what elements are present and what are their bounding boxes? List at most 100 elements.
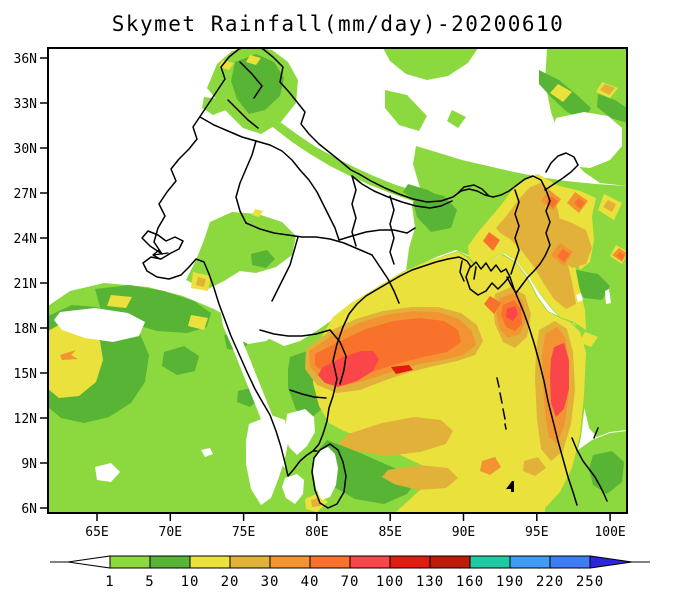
rain-region-c2 [597, 94, 627, 123]
boundary-line [351, 175, 357, 247]
rain-region-c2 [231, 54, 284, 114]
legend-swatch [309, 555, 351, 569]
lat-tick-label: 36N [14, 52, 37, 67]
boundary-line [351, 175, 453, 209]
boundary-line [465, 266, 510, 296]
boundary-line [271, 236, 299, 302]
lat-tick-label: 21N [14, 277, 37, 292]
rain-region-c2 [572, 270, 610, 300]
kutch-arrow-glyph [152, 249, 169, 260]
color-legend: 1 5 10 20 30 40 70 100 130 160 190 220 250 [50, 555, 650, 590]
rain-region-c7 [550, 343, 569, 417]
legend-swatch [429, 555, 471, 569]
boundary-line [259, 329, 331, 337]
boundary-line [499, 392, 503, 404]
rain-region-c3 [107, 295, 132, 308]
rain-region-c6 [484, 296, 501, 314]
rain-region-c4 [382, 465, 458, 490]
boundary-line [235, 140, 257, 224]
rain-region-c4 [338, 417, 453, 456]
rain-region-c6 [574, 198, 585, 209]
rain-region-c5 [480, 457, 501, 475]
rain-region-white [285, 409, 315, 455]
boundary-line [371, 254, 400, 304]
axes: 36N 33N 30N 27N 24N 21N 18N 15N 12N 9N 6N 65E 70E 75E… [14, 52, 626, 540]
lon-tick-label: 85E [378, 525, 401, 540]
rain-region-c7 [506, 306, 518, 321]
legend-value-label: 30 [261, 574, 280, 590]
lat-tick-label: 12N [14, 412, 37, 427]
rain-region-white [228, 294, 290, 344]
boundary-line [141, 230, 578, 506]
boundary-line [593, 427, 599, 439]
sea-orange-arrow-glyph [60, 350, 78, 360]
rain-region-c4 [496, 183, 576, 309]
lat-tick-label: 30N [14, 142, 37, 157]
rain-region-c8 [391, 365, 413, 374]
boundary-line [544, 152, 579, 191]
rain-region-white [282, 474, 304, 504]
rain-region-c6 [483, 232, 500, 251]
rain-region-c7 [318, 351, 379, 387]
boundary-line [502, 408, 506, 420]
rain-region-c4 [196, 277, 206, 287]
rain-region-c2 [162, 346, 199, 375]
legend-value-label: 20 [221, 574, 240, 590]
boundary-line [459, 260, 465, 282]
rain-region-white [201, 448, 213, 457]
lat-tick-label: 15N [14, 367, 37, 382]
legend-swatch [229, 555, 271, 569]
rain-region-white [605, 289, 611, 304]
legend-swatch [469, 555, 511, 569]
rain-region-c4 [603, 200, 616, 212]
lon-tick-label: 65E [85, 525, 108, 540]
legend-value-label: 100 [376, 574, 404, 590]
legend-value-label: 190 [496, 574, 524, 590]
lat-tick-label: 24N [14, 232, 37, 247]
rain-region-c1 [447, 110, 466, 128]
lon-tick-label: 90E [452, 525, 475, 540]
legend-swatch [349, 555, 391, 569]
legend-value-label: 130 [416, 574, 444, 590]
legend-under-arrow [67, 555, 111, 569]
rain-region-white [54, 308, 145, 342]
legend-swatch [549, 555, 591, 569]
rainfall-fill-regions [48, 48, 627, 513]
boundary-line [227, 99, 259, 129]
lon-tick-label: 100E [594, 525, 625, 540]
legend-value-label: 160 [456, 574, 484, 590]
boundary-line [311, 443, 347, 509]
boundary-line [338, 227, 416, 241]
rain-region-c6 [616, 252, 625, 260]
legend-value-label: 5 [145, 574, 154, 590]
boundary-line [245, 222, 373, 256]
lat-tick-label: 9N [21, 457, 37, 472]
nicobar-island-glyph [506, 481, 514, 492]
boundary-line [457, 184, 489, 196]
rain-region-c3 [48, 321, 103, 398]
lon-tick-label: 80E [305, 525, 328, 540]
lon-tick-label: 75E [232, 525, 255, 540]
legend-value-label: 220 [536, 574, 564, 590]
rain-region-white [576, 293, 583, 302]
rain-region-white [313, 447, 338, 500]
rain-region-c4 [523, 457, 546, 476]
rain-region-c2 [317, 440, 418, 504]
boundary-line [239, 61, 263, 99]
rain-region-c4 [600, 84, 615, 95]
legend-swatch [149, 555, 191, 569]
map-border [47, 47, 628, 514]
boundary-line [510, 189, 520, 275]
boundary-line [289, 389, 327, 399]
rain-region-c3 [246, 55, 261, 65]
boundary-line [389, 195, 395, 265]
legend-value-label: 250 [576, 574, 604, 590]
boundary-line [153, 48, 551, 294]
legend-over-arrow [589, 555, 633, 569]
legend-value-label: 70 [341, 574, 360, 590]
rain-region-c1 [383, 48, 478, 80]
boundary-line [496, 377, 500, 388]
rain-region-c6 [557, 249, 570, 262]
